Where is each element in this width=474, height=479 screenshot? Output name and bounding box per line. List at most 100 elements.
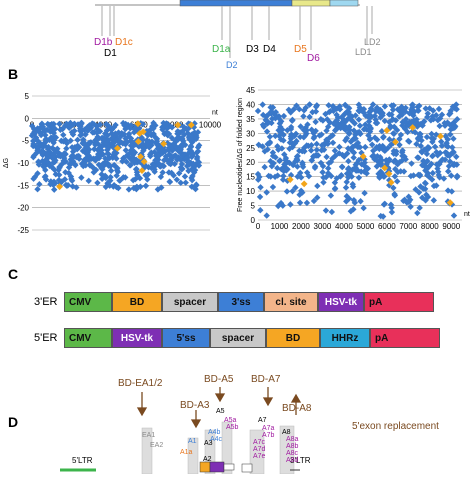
data-point <box>112 137 119 144</box>
genome-diagram-a <box>95 0 373 58</box>
data-point <box>162 153 170 160</box>
data-point <box>166 122 174 130</box>
data-point <box>329 139 337 146</box>
site-ea1: EA1 <box>142 432 156 439</box>
data-point <box>435 105 443 113</box>
data-point <box>396 135 403 143</box>
data-point <box>41 173 49 181</box>
data-point <box>348 116 355 124</box>
x-tick-label: 1000 <box>271 222 289 231</box>
data-point <box>195 159 203 166</box>
site-a5a: A5a <box>224 417 237 424</box>
data-point <box>74 142 81 150</box>
data-point <box>344 150 351 157</box>
y-tick-label: 35 <box>246 115 255 124</box>
data-point <box>150 119 157 127</box>
highlight-point <box>300 180 308 188</box>
data-point <box>71 160 78 168</box>
data-point <box>160 162 167 170</box>
data-point <box>327 172 335 180</box>
site-a1a: A1a <box>180 449 193 456</box>
data-point <box>320 146 328 154</box>
data-point <box>159 169 166 176</box>
data-point <box>365 132 372 139</box>
data-point <box>263 113 270 120</box>
data-point <box>68 129 76 136</box>
data-point <box>188 131 196 138</box>
highlight-point <box>383 127 391 134</box>
data-point <box>283 188 291 195</box>
data-point <box>36 180 43 188</box>
data-point <box>98 164 105 172</box>
chart-free-nucleotides-svg: 0 5 10 15 20 25 30 35 40 45 0 1000 2000 3000 4000 5000 6… <box>237 86 470 231</box>
data-point <box>306 113 313 121</box>
data-point <box>34 186 41 193</box>
data-point <box>312 118 319 126</box>
data-point <box>116 177 123 184</box>
data-point <box>278 145 286 152</box>
data-point <box>133 169 141 176</box>
data-point <box>263 212 270 219</box>
data-point <box>31 128 38 135</box>
data-point <box>433 182 440 189</box>
data-point <box>325 102 332 109</box>
data-point <box>303 142 310 149</box>
data-point <box>94 179 101 187</box>
data-point <box>163 130 170 137</box>
data-point <box>188 149 196 157</box>
data-point <box>283 167 290 174</box>
data-point <box>40 148 47 156</box>
data-point <box>314 182 321 190</box>
x-tick-label: 7000 <box>399 222 417 231</box>
data-point <box>178 143 185 150</box>
data-point <box>392 117 400 124</box>
site-a7c: A7c <box>253 439 266 446</box>
data-point <box>364 165 371 172</box>
data-point <box>398 103 405 111</box>
data-point <box>158 184 165 191</box>
data-point <box>287 201 294 208</box>
data-point <box>63 140 71 147</box>
arrow-label-bd-a8: BD-A8 <box>282 403 312 414</box>
data-point <box>47 149 54 156</box>
data-point <box>160 157 168 164</box>
data-point <box>441 156 449 163</box>
data-point <box>407 203 414 210</box>
data-point <box>117 133 125 140</box>
data-point <box>272 154 279 161</box>
site-a4c: A4c <box>210 436 223 443</box>
construct-panel: 3'ER CMV BD spacer 3'ss cl. site HSV-tk pA 5'ER C… <box>0 292 474 352</box>
data-point <box>424 172 431 179</box>
data-point <box>275 202 282 210</box>
data-point <box>92 155 99 162</box>
data-point <box>380 144 387 151</box>
data-point <box>422 105 429 112</box>
data-point <box>400 168 408 175</box>
data-point <box>125 133 132 140</box>
data-point <box>176 129 184 136</box>
data-point <box>417 142 425 150</box>
data-point <box>85 139 93 147</box>
data-point <box>55 176 63 184</box>
y-tick-label: -10 <box>17 159 29 168</box>
data-point <box>391 173 399 180</box>
highlight-point <box>140 158 148 166</box>
y-tick-label: -5 <box>22 137 30 146</box>
data-point <box>256 193 264 201</box>
data-point <box>86 122 93 129</box>
data-point <box>399 152 406 160</box>
panel-letter-b: B <box>8 66 19 82</box>
data-point <box>254 170 262 178</box>
data-point <box>281 151 288 158</box>
data-point <box>185 120 192 127</box>
data-point <box>143 137 151 144</box>
data-point <box>90 169 97 176</box>
data-point <box>114 168 122 176</box>
data-point <box>390 184 397 192</box>
data-point <box>449 103 457 111</box>
data-point <box>265 119 272 126</box>
data-point <box>151 166 158 173</box>
data-point <box>411 108 418 115</box>
data-point <box>342 137 349 144</box>
data-point <box>324 140 332 148</box>
